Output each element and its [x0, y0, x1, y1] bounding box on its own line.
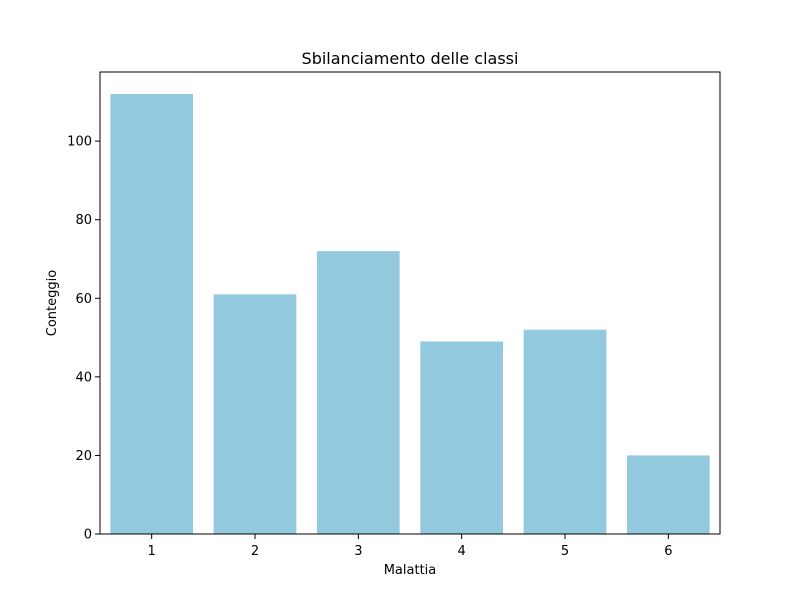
- x-tick-label: 3: [354, 544, 362, 559]
- x-tick-label: 1: [148, 544, 156, 559]
- bar-6: [627, 455, 710, 534]
- x-tick-label: 4: [458, 544, 466, 559]
- bar-1: [110, 94, 193, 534]
- y-tick-label: 0: [84, 528, 92, 543]
- x-tick-label: 2: [251, 544, 259, 559]
- y-axis-label: Conteggio: [45, 270, 60, 336]
- plot-frame: [99, 71, 721, 535]
- bar-2: [213, 294, 297, 534]
- x-axis-label: Malattia: [384, 563, 437, 578]
- y-axis-ticks: 0 20 40 60 80 100: [67, 135, 100, 543]
- bar-5: [523, 329, 607, 534]
- bars-group: [110, 94, 710, 534]
- bar-4: [420, 341, 503, 534]
- y-tick-label: 40: [75, 370, 92, 385]
- y-tick-label: 20: [75, 449, 92, 464]
- y-tick-label: 60: [75, 292, 92, 307]
- x-tick-label: 5: [561, 544, 569, 559]
- chart-title: Sbilanciamento delle classi: [302, 49, 519, 68]
- x-axis-ticks: 1 2 3 4 5 6: [148, 534, 672, 559]
- x-tick-label: 6: [664, 544, 672, 559]
- y-tick-label: 100: [67, 135, 92, 150]
- y-tick-label: 80: [75, 213, 92, 228]
- bar-3: [317, 251, 400, 534]
